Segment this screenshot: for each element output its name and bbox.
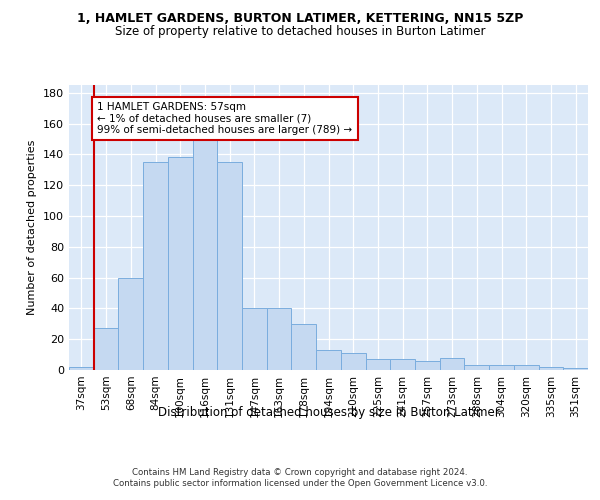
Bar: [341, 353, 365, 370]
Text: Contains HM Land Registry data © Crown copyright and database right 2024.: Contains HM Land Registry data © Crown c…: [132, 468, 468, 477]
Bar: [440, 358, 464, 370]
Bar: [316, 350, 341, 370]
Bar: [415, 361, 440, 370]
Bar: [69, 367, 94, 370]
Text: 1 HAMLET GARDENS: 57sqm
← 1% of detached houses are smaller (7)
99% of semi-deta: 1 HAMLET GARDENS: 57sqm ← 1% of detached…: [97, 102, 353, 135]
Text: Size of property relative to detached houses in Burton Latimer: Size of property relative to detached ho…: [115, 24, 485, 38]
Bar: [267, 308, 292, 370]
Bar: [365, 359, 390, 370]
Bar: [563, 368, 588, 370]
Y-axis label: Number of detached properties: Number of detached properties: [28, 140, 37, 315]
Bar: [514, 366, 539, 370]
Bar: [193, 139, 217, 370]
Bar: [217, 162, 242, 370]
Bar: [168, 158, 193, 370]
Text: Contains public sector information licensed under the Open Government Licence v3: Contains public sector information licen…: [113, 480, 487, 488]
Bar: [539, 367, 563, 370]
Bar: [143, 162, 168, 370]
Bar: [489, 366, 514, 370]
Bar: [242, 308, 267, 370]
Text: Distribution of detached houses by size in Burton Latimer: Distribution of detached houses by size …: [158, 406, 500, 419]
Bar: [118, 278, 143, 370]
Text: 1, HAMLET GARDENS, BURTON LATIMER, KETTERING, NN15 5ZP: 1, HAMLET GARDENS, BURTON LATIMER, KETTE…: [77, 12, 523, 26]
Bar: [464, 366, 489, 370]
Bar: [390, 359, 415, 370]
Bar: [94, 328, 118, 370]
Bar: [292, 324, 316, 370]
